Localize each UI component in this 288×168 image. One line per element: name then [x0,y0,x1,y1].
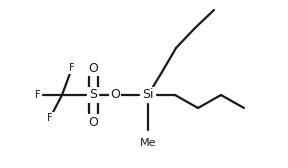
Text: O: O [88,61,98,74]
Text: F: F [69,63,75,73]
Text: S: S [89,89,97,101]
Text: Me: Me [140,138,156,148]
Text: F: F [35,90,41,100]
Text: O: O [88,116,98,129]
Text: Si: Si [142,89,154,101]
Text: F: F [47,113,53,123]
Text: O: O [110,89,120,101]
